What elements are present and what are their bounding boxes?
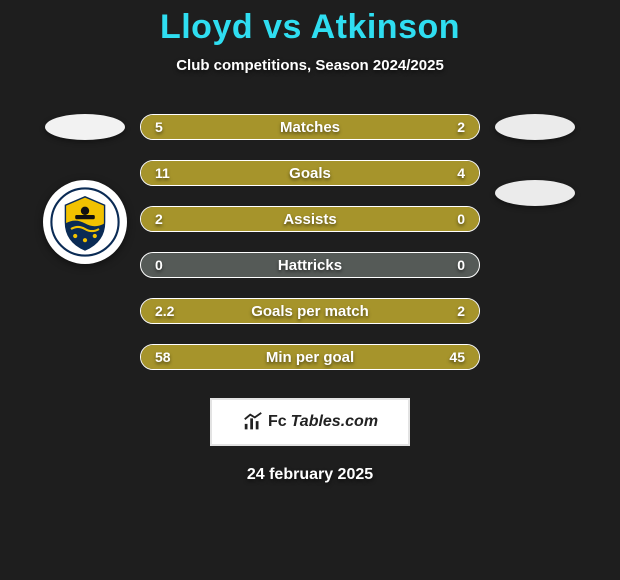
brand-watermark: FcTables.com	[210, 398, 410, 446]
stat-bar: 00Hattricks	[140, 252, 480, 278]
stat-label: Matches	[141, 115, 479, 139]
date-label: 24 february 2025	[247, 466, 373, 484]
stat-bar: 114Goals	[140, 160, 480, 186]
right-player-column	[480, 114, 590, 206]
right-club-placeholder-icon	[495, 180, 575, 206]
left-club-crest-icon	[43, 180, 127, 264]
page-subtitle: Club competitions, Season 2024/2025	[176, 57, 444, 74]
left-player-placeholder-icon	[45, 114, 125, 140]
content-root: Lloyd vs Atkinson Club competitions, Sea…	[0, 0, 620, 580]
page-title: Lloyd vs Atkinson	[160, 8, 460, 47]
crest-svg-icon	[50, 187, 120, 257]
stat-bar: 2.22Goals per match	[140, 298, 480, 324]
brand-prefix: Fc	[268, 413, 287, 431]
stat-bars: 52Matches 114Goals 20Assists 00Hattricks 2.2…	[140, 114, 480, 370]
stat-label: Hattricks	[141, 253, 479, 277]
brand-chart-icon	[242, 411, 264, 433]
stat-label: Min per goal	[141, 345, 479, 369]
brand-main: Tables.com	[291, 413, 378, 431]
comparison-area: 52Matches 114Goals 20Assists 00Hattricks 2.2…	[0, 114, 620, 370]
stat-label: Goals per match	[141, 299, 479, 323]
stat-bar: 5845Min per goal	[140, 344, 480, 370]
stat-bar: 20Assists	[140, 206, 480, 232]
right-player-placeholder-icon	[495, 114, 575, 140]
stat-label: Assists	[141, 207, 479, 231]
stat-label: Goals	[141, 161, 479, 185]
left-player-column	[30, 114, 140, 264]
stat-bar: 52Matches	[140, 114, 480, 140]
